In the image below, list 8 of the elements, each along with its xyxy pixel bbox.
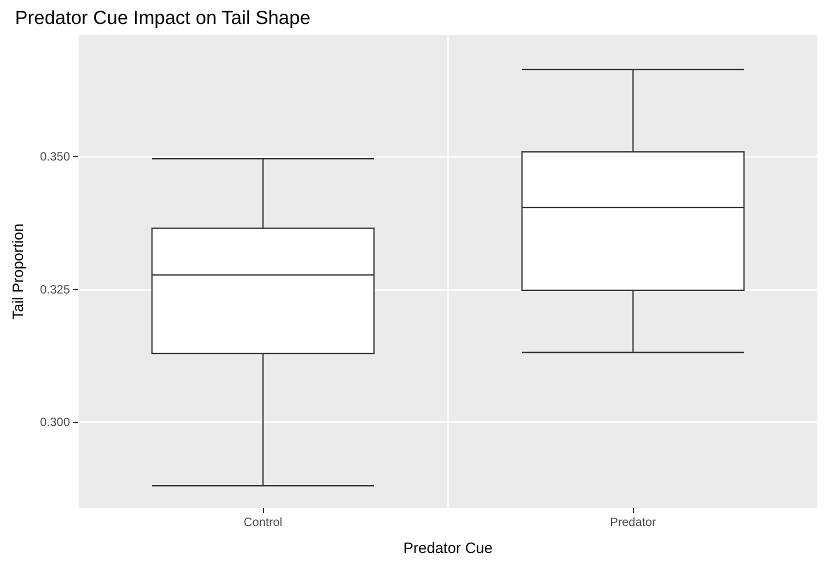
x-tick-label: Predator [610, 515, 656, 529]
x-tick-label: Control [244, 515, 282, 529]
y-tick-label: 0.300 [40, 415, 70, 429]
y-tick-label: 0.350 [40, 150, 70, 164]
y-axis-title: Tail Proportion [10, 224, 27, 320]
y-tick-label: 0.325 [40, 282, 70, 296]
chart-title: Predator Cue Impact on Tail Shape [15, 8, 310, 29]
x-axis-title: Predator Cue [403, 540, 493, 557]
